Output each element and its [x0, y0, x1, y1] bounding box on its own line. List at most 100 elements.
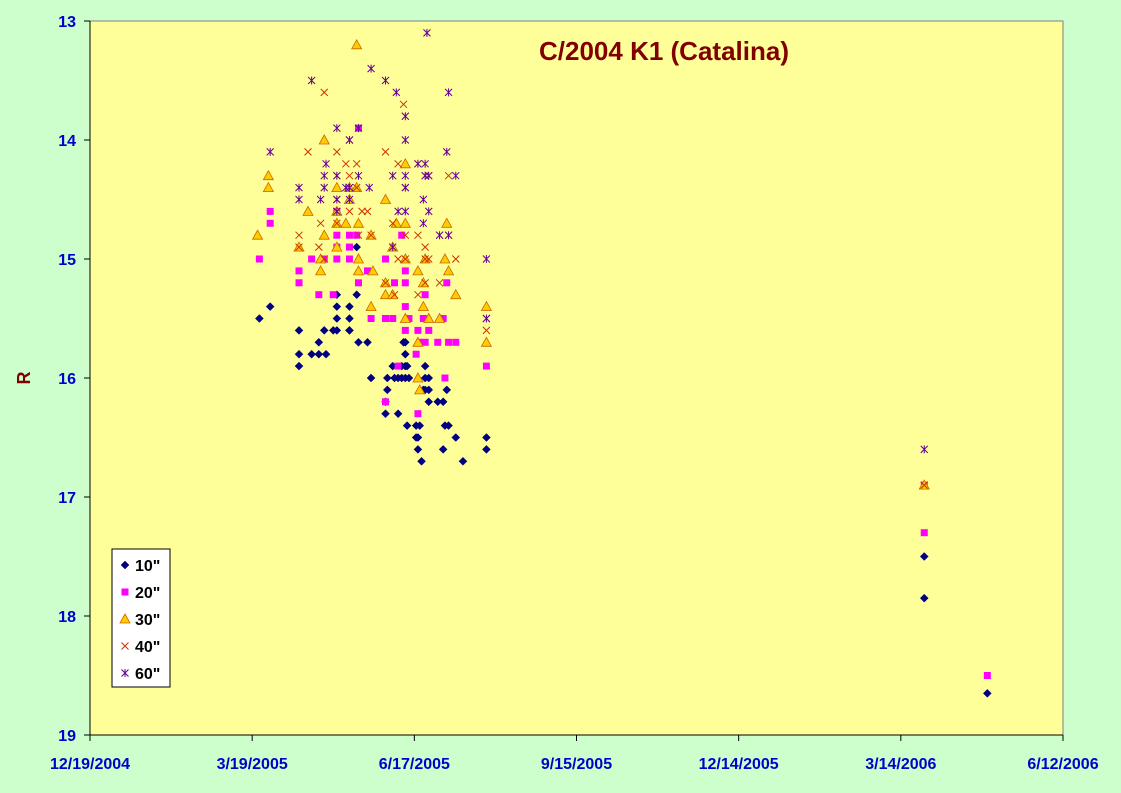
data-point: [424, 171, 433, 180]
legend-label: 60": [135, 666, 160, 683]
data-point: [400, 349, 410, 359]
data-point: [332, 326, 342, 335]
data-point: [332, 314, 342, 323]
data-point: [435, 278, 444, 287]
data-point: [353, 231, 361, 239]
data-point: [363, 337, 372, 347]
data-point: [367, 64, 375, 73]
data-point: [304, 148, 312, 156]
data-point: [435, 231, 444, 240]
data-point: [920, 529, 928, 537]
data-point: [382, 398, 390, 406]
data-point: [308, 255, 316, 263]
data-point: [294, 349, 304, 359]
data-point: [417, 456, 426, 466]
data-point: [482, 433, 491, 442]
data-point: [405, 315, 413, 322]
data-point: [424, 385, 434, 395]
data-point: [402, 421, 412, 430]
data-point: [365, 183, 374, 192]
data-point: [425, 326, 433, 334]
data-point: [352, 217, 365, 228]
data-point: [316, 219, 325, 228]
data-point: [329, 291, 337, 299]
data-point: [394, 255, 402, 263]
data-point: [424, 207, 433, 216]
data-point: [379, 193, 392, 204]
data-point: [413, 433, 423, 442]
data-point: [350, 38, 363, 50]
legend-label: 10": [135, 558, 160, 575]
data-point: [333, 255, 341, 263]
data-point: [421, 171, 429, 180]
data-point: [439, 253, 451, 264]
data-point: [982, 688, 992, 698]
data-point: [262, 169, 275, 181]
data-point: [433, 312, 446, 323]
data-point: [401, 207, 410, 216]
data-point: [424, 255, 433, 263]
data-point: [482, 255, 491, 263]
data-point: [401, 112, 410, 121]
data-point: [354, 279, 362, 287]
data-point: [295, 183, 303, 192]
data-point: [262, 181, 275, 193]
data-point: [307, 349, 316, 359]
data-point: [307, 76, 316, 85]
data-points: [251, 28, 992, 698]
data-point: [320, 183, 329, 192]
data-point: [382, 385, 392, 395]
data-point: [414, 290, 422, 299]
data-point: [421, 255, 429, 263]
data-point: [352, 265, 365, 276]
data-point: [419, 219, 428, 228]
data-point: [255, 255, 263, 263]
data-point: [401, 326, 409, 334]
data-point: [381, 278, 390, 287]
data-point: [398, 231, 406, 239]
data-point: [421, 338, 429, 346]
legend-marker-4: [121, 642, 129, 650]
data-point: [354, 337, 363, 347]
data-point: [354, 171, 363, 180]
legend-box: [111, 548, 171, 688]
legend: 10" 20" 30" 40" 60": [111, 548, 171, 688]
data-point: [438, 445, 448, 454]
data-point: [401, 267, 409, 275]
data-point: [321, 349, 331, 359]
y-tick-label: 17: [58, 490, 76, 507]
data-point: [399, 217, 412, 228]
data-point: [345, 207, 354, 216]
data-point: [331, 181, 343, 193]
data-point: [414, 410, 422, 418]
data-point: [399, 157, 412, 169]
y-tick-label: 13: [58, 14, 76, 31]
data-point: [421, 243, 429, 251]
data-point: [352, 253, 365, 264]
data-point: [388, 219, 397, 228]
data-point: [340, 217, 352, 228]
x-tick-label: 3/19/2005: [217, 756, 288, 773]
data-point: [444, 231, 453, 240]
data-point: [342, 159, 350, 168]
data-point: [391, 279, 399, 287]
data-point: [333, 207, 341, 216]
data-point: [424, 373, 434, 383]
data-point: [366, 373, 376, 383]
data-point: [394, 159, 402, 168]
data-point: [319, 326, 329, 335]
data-point: [434, 338, 442, 346]
data-point: [414, 384, 426, 395]
data-point: [265, 302, 275, 311]
data-point: [320, 255, 329, 263]
plot-area: [89, 20, 1064, 736]
data-point: [382, 373, 392, 383]
data-point: [419, 195, 428, 204]
data-point: [401, 136, 410, 144]
data-point: [399, 312, 412, 323]
data-point: [482, 362, 490, 370]
data-point: [421, 291, 429, 299]
data-point: [394, 362, 402, 370]
data-point: [394, 207, 402, 216]
data-point: [423, 312, 435, 323]
